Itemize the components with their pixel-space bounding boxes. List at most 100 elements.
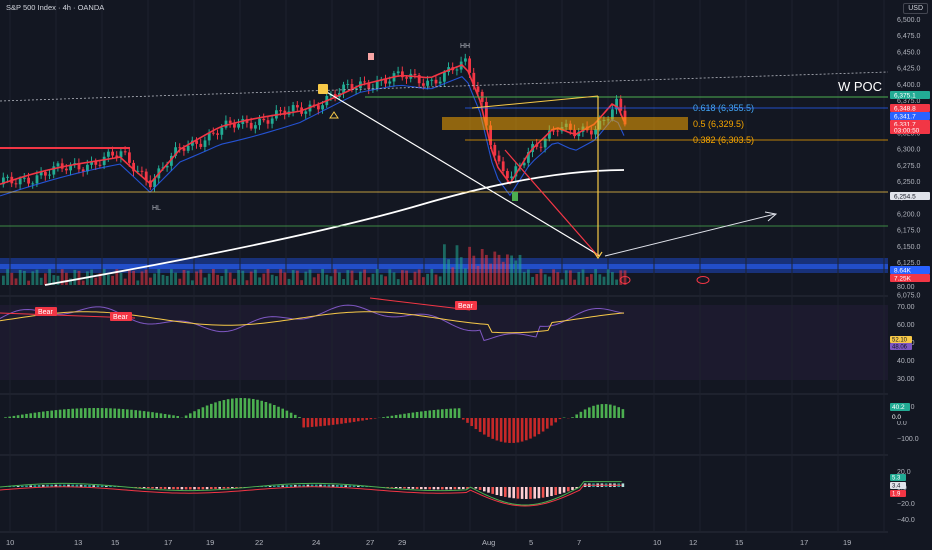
- macd-histogram-bar: [512, 487, 515, 499]
- price-tick-label: 6,075.0: [897, 292, 920, 299]
- histogram-bar: [420, 411, 423, 418]
- volume-bar: [123, 278, 127, 285]
- macd-histogram-bar: [306, 484, 310, 487]
- macd-histogram-bar: [113, 486, 116, 487]
- histogram-bar: [525, 418, 528, 441]
- candle-body: [258, 118, 261, 126]
- bear-label: Bear: [38, 309, 53, 316]
- volume-bar: [602, 276, 606, 285]
- candle-body: [18, 178, 22, 185]
- histogram-bar: [441, 409, 444, 418]
- bear-label: Bear: [113, 314, 128, 321]
- time-tick-label: 12: [689, 538, 697, 547]
- macd-histogram-bar: [184, 487, 188, 490]
- volume-bar: [501, 261, 505, 285]
- candle-body: [464, 58, 467, 62]
- macd-histogram-bar: [214, 487, 217, 489]
- macd-badge: [890, 474, 906, 481]
- volume-bar: [65, 272, 68, 285]
- rsi-tick-label: 70.00: [897, 304, 915, 311]
- volume-bar: [304, 271, 308, 285]
- candle-body: [573, 129, 576, 137]
- fib-382-label: 0.382 (6,303.5): [693, 135, 754, 145]
- macd-histogram-bar: [134, 487, 137, 488]
- bear-label-box: [110, 312, 132, 321]
- volume-bar: [342, 279, 345, 285]
- candle-body: [69, 164, 72, 171]
- rsi-badge: [890, 336, 912, 343]
- histogram-bar: [424, 410, 427, 418]
- price-badge: [890, 266, 930, 274]
- histogram-bar: [252, 398, 255, 418]
- volume-bar: [548, 276, 551, 285]
- histogram-bar: [453, 408, 457, 418]
- histogram-bar: [474, 418, 478, 430]
- fib-05-label: 0.5 (6,329.5): [693, 119, 744, 129]
- macd-histogram-bar: [344, 485, 347, 487]
- macd-histogram-bar: [289, 485, 293, 487]
- volume-bar: [23, 270, 26, 285]
- w-poc-label: W POC: [838, 79, 882, 94]
- symbol-title: S&P 500 Index · 4h · OANDA: [6, 3, 105, 12]
- histogram-bar: [84, 408, 87, 418]
- macd-histogram-bar: [12, 486, 16, 487]
- histogram-bar: [151, 412, 154, 418]
- volume-bar: [233, 278, 236, 285]
- macd-histogram-bar: [315, 484, 318, 487]
- rsi-signal-line: [0, 311, 625, 334]
- volume-bar: [527, 269, 530, 285]
- candle-body: [266, 120, 270, 124]
- histogram-bar: [541, 418, 545, 432]
- macd-histogram-bar: [533, 487, 536, 499]
- candle-body: [60, 163, 64, 169]
- histogram-bar: [604, 404, 608, 418]
- candle-body: [31, 183, 35, 185]
- candle-body: [107, 151, 110, 157]
- histogram-bar: [75, 408, 79, 418]
- candle-body: [594, 129, 597, 135]
- volume-bar: [144, 269, 148, 285]
- volume-bar: [455, 245, 459, 285]
- histogram-bar: [201, 407, 205, 418]
- volume-bar: [170, 269, 173, 285]
- candle-body: [354, 88, 358, 90]
- rsi-tick-label: 60.00: [897, 322, 915, 329]
- histogram-bar: [289, 412, 293, 418]
- candle-body: [115, 155, 119, 158]
- candle-body: [321, 105, 324, 110]
- volume-bar: [493, 251, 497, 285]
- histogram-bar: [432, 410, 436, 418]
- macd-histogram-bar: [529, 487, 532, 499]
- candle-body: [501, 161, 505, 172]
- volume-bar: [489, 263, 492, 285]
- histogram-bar: [79, 408, 83, 418]
- bear-divergence-line: [369, 297, 471, 311]
- histogram-bar: [298, 417, 301, 418]
- volume-bar: [254, 269, 257, 285]
- volume-bar: [296, 270, 299, 285]
- candle-body: [224, 120, 228, 128]
- volume-bar: [443, 244, 446, 285]
- histogram-bar: [189, 413, 192, 418]
- sma-long-line: [44, 169, 625, 286]
- histogram-bar: [142, 411, 146, 418]
- macd-histogram-bar: [424, 487, 427, 490]
- histogram-bar: [499, 418, 503, 442]
- candle-body: [611, 109, 614, 120]
- time-tick-label: 22: [255, 538, 263, 547]
- volume-bar: [161, 274, 165, 285]
- volume-bar: [480, 249, 484, 285]
- volume-bar: [2, 275, 5, 285]
- volume-bar: [136, 280, 140, 285]
- price-badge-text: 8.64K: [894, 268, 912, 275]
- histogram-bar: [281, 408, 284, 418]
- volume-bar: [615, 279, 618, 285]
- volume-bar: [346, 270, 350, 285]
- candle-body: [296, 105, 299, 108]
- macd-histogram-bar: [176, 487, 179, 490]
- volume-bar: [115, 269, 119, 285]
- rsi-badge-text: 52.10: [892, 338, 908, 344]
- candle-body: [493, 144, 497, 156]
- currency-button[interactable]: USD: [903, 3, 928, 14]
